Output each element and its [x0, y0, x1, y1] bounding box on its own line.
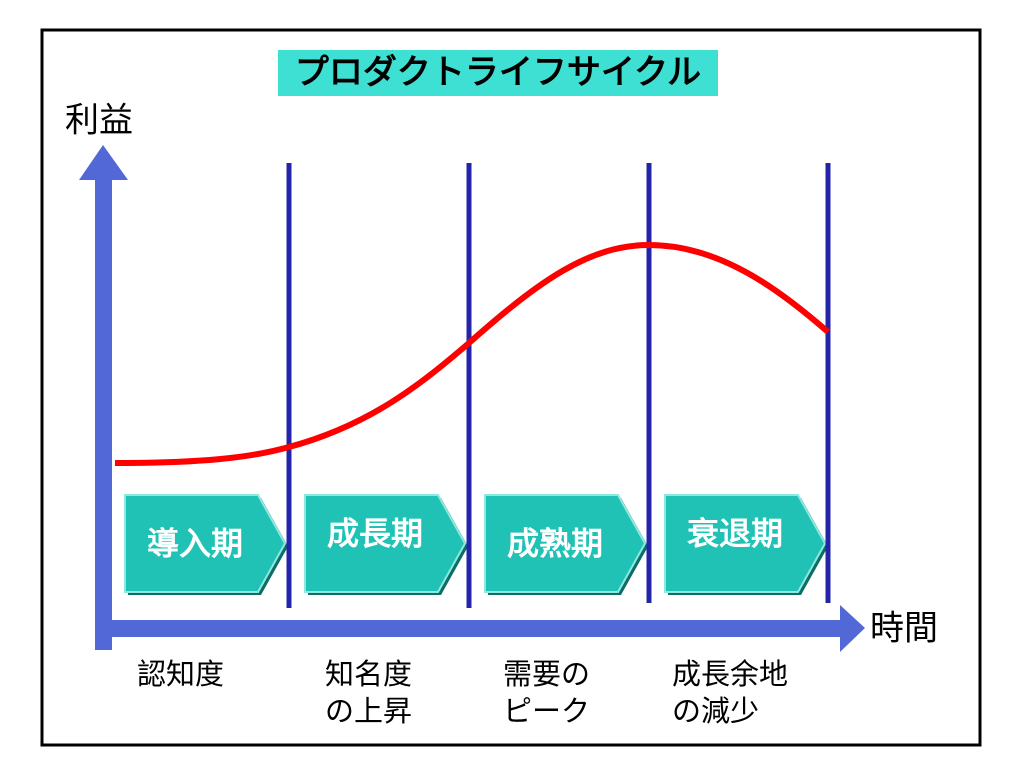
stage-description: の減少: [672, 694, 759, 728]
title: プロダクトライフサイクル: [295, 53, 701, 93]
stage-label: 成長期: [327, 515, 423, 553]
stage-label: 衰退期: [687, 515, 783, 553]
stage-description: 知名度: [325, 657, 412, 691]
stage-arrow: [664, 494, 827, 593]
x-axis: [95, 620, 842, 637]
frame: [40, 28, 982, 747]
title-box: [278, 50, 718, 96]
y-arrowhead: [79, 145, 128, 180]
axes: [79, 145, 865, 652]
x-axis-label: 時間: [870, 609, 938, 649]
stage-description: 需要の: [503, 657, 590, 691]
stage-description: ピーク: [503, 694, 590, 728]
profit-curve: [114, 241, 830, 466]
stage-description: 成長余地: [672, 657, 788, 691]
stage-arrow: [304, 494, 467, 593]
stage-arrow: [484, 494, 647, 593]
stage-description: 認知度: [137, 657, 224, 691]
stage-description: の上昇: [325, 694, 412, 728]
stage-label: 導入期: [147, 525, 243, 563]
stage-arrow: [124, 494, 287, 593]
stage-label: 成熟期: [507, 525, 603, 563]
x-arrowhead: [840, 605, 865, 652]
dividers: [286, 163, 831, 608]
y-axis: [95, 178, 112, 650]
y-axis-label: 利益: [65, 101, 133, 141]
